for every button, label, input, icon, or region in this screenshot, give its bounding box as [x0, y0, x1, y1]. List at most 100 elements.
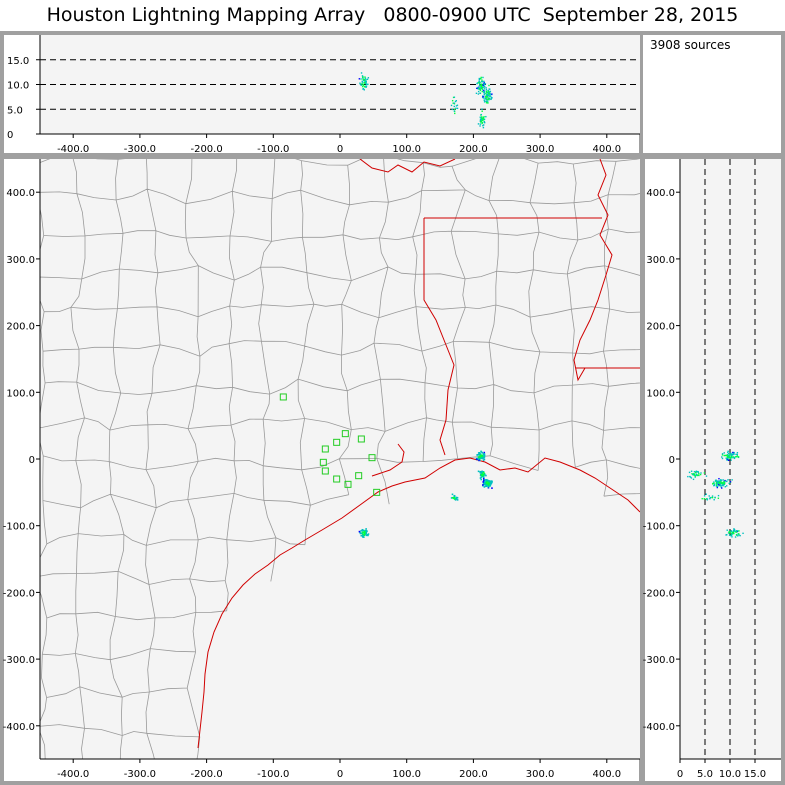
- source-point: [481, 80, 483, 83]
- source-point: [480, 76, 482, 79]
- source-point: [717, 480, 720, 483]
- right-x-tick-label: 10.0: [719, 769, 741, 780]
- source-point: [453, 110, 456, 112]
- source-point: [359, 82, 361, 84]
- main-x-tick-label: -300.0: [124, 769, 156, 780]
- source-point: [361, 76, 364, 78]
- source-point: [485, 92, 487, 94]
- main-y-tick-label: 0: [29, 455, 35, 466]
- source-point: [478, 86, 480, 88]
- source-point: [483, 82, 485, 84]
- source-point: [488, 98, 490, 101]
- main-x-tick-label: 0: [337, 769, 343, 780]
- source-point: [482, 454, 485, 456]
- source-point: [451, 99, 454, 102]
- source-point: [478, 459, 480, 462]
- source-point: [367, 533, 370, 535]
- source-point: [364, 77, 367, 79]
- source-point: [485, 88, 488, 91]
- source-point: [488, 93, 490, 95]
- source-point: [727, 450, 729, 452]
- source-point: [738, 533, 740, 535]
- source-point: [359, 531, 361, 534]
- source-point: [722, 479, 724, 481]
- source-point: [455, 99, 457, 102]
- source-point: [481, 451, 483, 454]
- source-point: [358, 78, 361, 80]
- source-point: [490, 482, 493, 485]
- source-point: [709, 498, 711, 500]
- source-point: [477, 123, 480, 125]
- source-point: [727, 452, 730, 455]
- top-x-tick-label: 200.0: [459, 144, 488, 155]
- source-point: [725, 454, 727, 457]
- main-x-tick-label: 400.0: [592, 769, 621, 780]
- source-point: [482, 453, 485, 455]
- top-x-tick-label: -400.0: [57, 144, 89, 155]
- source-point: [360, 534, 363, 537]
- source-point: [479, 83, 481, 86]
- right-y-tick-label: 300.0: [646, 255, 675, 266]
- source-point: [720, 486, 722, 488]
- source-point: [736, 455, 739, 457]
- source-point: [727, 458, 730, 461]
- mississippi-border: [573, 159, 613, 382]
- source-point: [361, 80, 363, 83]
- main-x-tick-label: 300.0: [526, 769, 555, 780]
- source-point: [479, 471, 482, 473]
- source-point: [477, 457, 480, 460]
- source-point: [483, 451, 486, 454]
- source-point: [483, 473, 486, 476]
- source-point: [711, 496, 713, 499]
- source-point: [731, 536, 733, 538]
- source-point: [724, 479, 726, 482]
- source-point: [362, 84, 364, 87]
- source-point: [689, 476, 692, 478]
- source-point: [480, 117, 483, 120]
- station-marker: [368, 454, 376, 462]
- source-point: [367, 83, 369, 86]
- source-point: [687, 475, 689, 478]
- source-point: [726, 485, 728, 487]
- source-point: [728, 530, 730, 533]
- source-point: [730, 454, 733, 456]
- source-point: [479, 116, 481, 118]
- source-point: [482, 119, 485, 121]
- source-point: [487, 99, 489, 101]
- source-point: [728, 532, 730, 534]
- source-point: [478, 457, 480, 460]
- source-point: [711, 495, 714, 497]
- source-point: [722, 485, 724, 487]
- source-point: [726, 459, 728, 461]
- source-point: [481, 122, 483, 125]
- source-point: [713, 481, 715, 483]
- source-point: [738, 530, 740, 532]
- source-point: [694, 476, 696, 478]
- source-point: [479, 85, 482, 87]
- source-point: [722, 483, 724, 486]
- source-point: [729, 457, 731, 459]
- main-x-tick-label: 200.0: [459, 769, 488, 780]
- source-point: [694, 471, 697, 474]
- source-point: [713, 499, 715, 501]
- source-point: [715, 480, 717, 482]
- source-point: [477, 93, 480, 95]
- source-point: [483, 472, 485, 475]
- source-point: [730, 534, 733, 537]
- source-point: [361, 83, 363, 85]
- source-point: [690, 477, 693, 479]
- source-point: [363, 530, 366, 533]
- source-point: [717, 482, 719, 484]
- source-point: [724, 486, 726, 488]
- station-marker: [279, 393, 287, 401]
- source-point: [486, 93, 489, 96]
- source-point: [713, 484, 716, 486]
- source-point: [365, 532, 367, 534]
- source-point: [482, 84, 484, 87]
- source-point: [478, 87, 481, 90]
- source-point: [480, 113, 483, 116]
- source-point: [721, 484, 723, 487]
- source-point: [481, 470, 483, 473]
- source-point: [703, 498, 705, 500]
- source-point: [454, 497, 456, 500]
